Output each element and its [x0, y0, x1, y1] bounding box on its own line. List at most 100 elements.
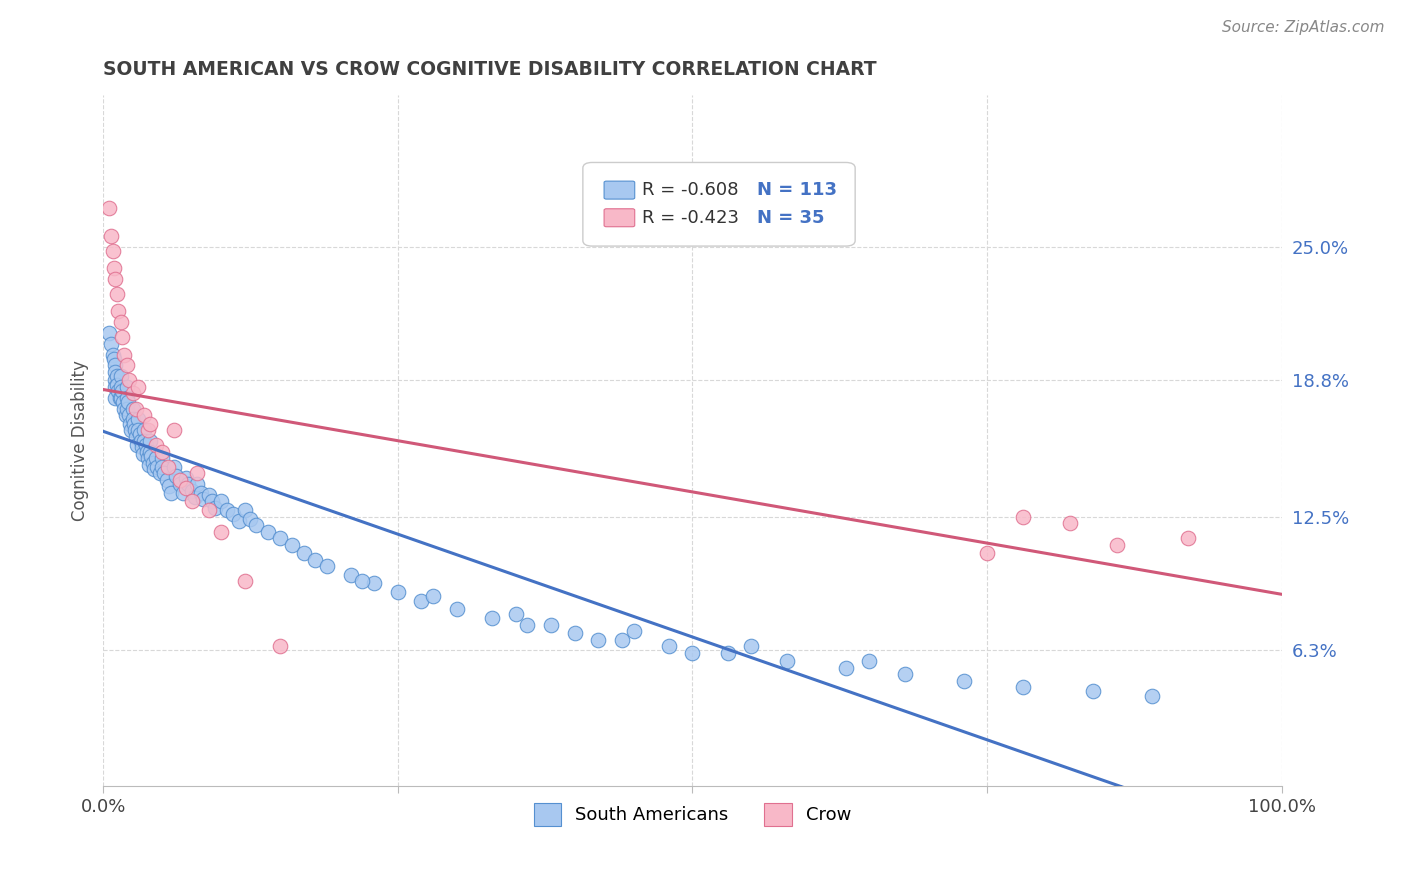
Point: [107, 384, 129, 399]
Point: [141, 449, 163, 463]
Point: [776, 654, 799, 668]
Point: [115, 391, 138, 405]
Point: [222, 508, 245, 522]
Point: [104, 365, 127, 379]
Point: [118, 408, 141, 422]
Point: [115, 401, 138, 416]
Point: [134, 434, 156, 448]
Point: [169, 477, 191, 491]
Point: [209, 524, 232, 539]
Point: [184, 490, 207, 504]
Point: [163, 423, 186, 437]
Point: [110, 369, 132, 384]
Point: [180, 483, 202, 498]
Point: [117, 395, 139, 409]
Point: [186, 467, 208, 481]
Point: [1059, 516, 1081, 530]
Point: [564, 626, 586, 640]
Point: [136, 423, 159, 437]
Point: [142, 456, 165, 470]
Point: [110, 315, 132, 329]
Point: [190, 485, 212, 500]
Point: [658, 639, 681, 653]
Point: [180, 494, 202, 508]
Point: [100, 228, 122, 243]
Point: [114, 408, 136, 422]
Point: [193, 492, 215, 507]
Point: [132, 447, 155, 461]
Point: [352, 574, 374, 589]
Point: [269, 531, 291, 545]
Y-axis label: Cognitive Disability: Cognitive Disability: [72, 360, 89, 522]
Point: [422, 590, 444, 604]
Legend: South Americans, Crow: South Americans, Crow: [526, 797, 859, 833]
Point: [129, 434, 152, 448]
Point: [858, 654, 880, 668]
Point: [125, 401, 148, 416]
Point: [1011, 509, 1033, 524]
Text: N = 113: N = 113: [758, 181, 838, 199]
Point: [139, 444, 162, 458]
Point: [110, 391, 132, 405]
Point: [481, 611, 503, 625]
Point: [1105, 538, 1128, 552]
Point: [156, 473, 179, 487]
Point: [150, 459, 173, 474]
Point: [228, 514, 250, 528]
Point: [239, 512, 262, 526]
Point: [586, 632, 609, 647]
Point: [142, 462, 165, 476]
Point: [952, 673, 974, 688]
Text: R = -0.423: R = -0.423: [641, 209, 738, 227]
Point: [717, 646, 740, 660]
Point: [893, 667, 915, 681]
Point: [105, 369, 128, 384]
Point: [121, 386, 143, 401]
Point: [304, 553, 326, 567]
Point: [165, 468, 187, 483]
Point: [169, 473, 191, 487]
Point: [104, 380, 127, 394]
Point: [153, 467, 176, 481]
Point: [145, 451, 167, 466]
Point: [127, 380, 149, 394]
Text: Source: ZipAtlas.com: Source: ZipAtlas.com: [1222, 20, 1385, 35]
Point: [1083, 684, 1105, 698]
Text: N = 35: N = 35: [758, 209, 825, 227]
Text: SOUTH AMERICAN VS CROW COGNITIVE DISABILITY CORRELATION CHART: SOUTH AMERICAN VS CROW COGNITIVE DISABIL…: [103, 60, 877, 78]
Point: [127, 412, 149, 426]
Point: [160, 485, 183, 500]
Point: [516, 617, 538, 632]
Point: [103, 261, 125, 276]
Point: [111, 384, 134, 399]
Point: [118, 374, 141, 388]
Point: [740, 639, 762, 653]
Point: [540, 617, 562, 632]
Point: [446, 602, 468, 616]
Point: [115, 380, 138, 394]
Point: [127, 438, 149, 452]
Point: [101, 348, 124, 362]
Point: [120, 423, 142, 437]
Point: [233, 503, 256, 517]
Point: [269, 639, 291, 653]
Point: [104, 391, 127, 405]
Point: [610, 632, 633, 647]
FancyBboxPatch shape: [583, 162, 855, 246]
Point: [150, 451, 173, 466]
Point: [127, 423, 149, 437]
Point: [98, 326, 121, 340]
Point: [292, 546, 315, 560]
Point: [976, 546, 998, 560]
FancyBboxPatch shape: [605, 209, 634, 227]
Point: [104, 272, 127, 286]
Point: [103, 351, 125, 366]
Point: [107, 304, 129, 318]
Point: [146, 459, 169, 474]
Point: [174, 482, 197, 496]
Point: [233, 574, 256, 589]
Point: [280, 538, 302, 552]
Point: [198, 503, 221, 517]
Point: [108, 391, 131, 405]
Point: [98, 201, 121, 215]
